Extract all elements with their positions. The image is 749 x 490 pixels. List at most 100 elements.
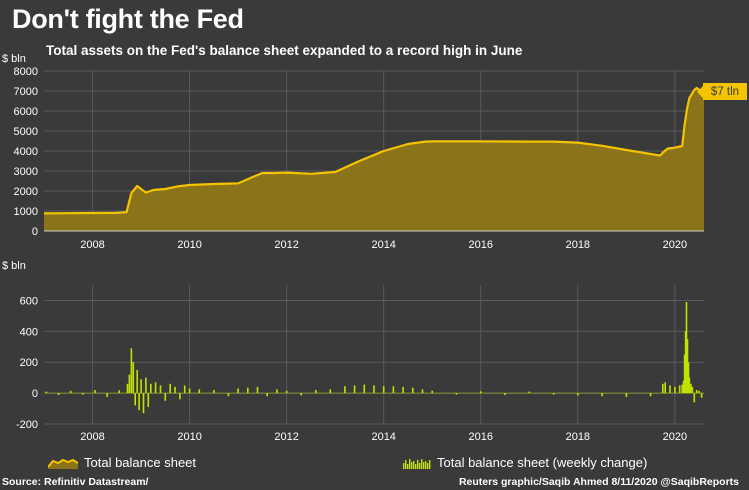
weekly-change-bar	[601, 393, 603, 397]
weekly-change-bar	[247, 387, 249, 394]
weekly-change-bar	[227, 393, 230, 397]
top-x-tick-label: 2016	[469, 239, 493, 251]
weekly-change-bar	[662, 383, 664, 394]
weekly-change-bar	[455, 393, 458, 395]
weekly-change-bar	[237, 388, 239, 394]
weekly-change-bar	[363, 384, 366, 394]
weekly-change-bar	[94, 390, 96, 394]
weekly-change-bar	[126, 383, 129, 394]
weekly-change-bar	[552, 393, 555, 395]
weekly-change-bar	[344, 386, 346, 394]
balance-sheet-area	[44, 88, 704, 231]
legend-label-weekly-change: Total balance sheet (weekly change)	[437, 455, 648, 470]
weekly-change-bar	[183, 385, 186, 394]
weekly-change-bar	[690, 383, 692, 394]
balance-sheet-line	[43, 86, 705, 215]
weekly-change-bar	[174, 386, 176, 394]
weekly-change-bar	[669, 385, 671, 394]
weekly-change-bar	[480, 391, 482, 394]
top-y-tick-label: 6000	[14, 106, 38, 118]
weekly-change-bar	[431, 390, 433, 394]
top-x-tick-label: 2010	[177, 239, 201, 251]
weekly-change-bar	[150, 383, 152, 394]
top-y-axis-unit: $ bln	[2, 53, 26, 65]
chart-title: Don't fight the Fed	[12, 4, 244, 34]
legend-line-swatch-icon	[48, 458, 78, 469]
weekly-change-bar	[147, 393, 150, 407]
top-x-tick-label: 2012	[274, 239, 298, 251]
weekly-change-bar	[678, 385, 681, 394]
legend-balance-sheet: Total balance sheet	[48, 455, 196, 470]
top-y-tick-label: 2000	[14, 186, 38, 198]
weekly-change-bar	[130, 348, 133, 394]
weekly-change-bar	[353, 385, 356, 394]
bottom-y-tick-label: 0	[32, 388, 38, 400]
weekly-change-bar	[188, 388, 191, 394]
weekly-change-bar	[625, 393, 628, 397]
weekly-change-bar	[688, 377, 691, 394]
weekly-change-bar	[145, 377, 147, 394]
weekly-change-bar	[421, 389, 424, 394]
weekly-change-bar	[57, 393, 60, 395]
weekly-change-bar	[213, 390, 215, 394]
top-y-tick-label: 0	[32, 226, 38, 238]
legend-label-balance-sheet: Total balance sheet	[84, 455, 197, 470]
weekly-change-bar	[106, 393, 108, 397]
weekly-change-bar	[266, 393, 268, 397]
weekly-change-bar	[138, 393, 140, 411]
weekly-change-bar	[682, 380, 685, 394]
bottom-x-tick-label: 2010	[177, 431, 201, 443]
weekly-change-bar	[691, 386, 694, 394]
bottom-x-tick-label: 2016	[469, 431, 493, 443]
weekly-change-bar	[649, 393, 652, 397]
weekly-change-bar	[683, 354, 686, 394]
weekly-change-bar	[412, 387, 414, 394]
weekly-change-bar	[154, 382, 157, 394]
weekly-change-bar	[169, 383, 171, 394]
weekly-change-bar	[276, 389, 278, 394]
bottom-y-tick-label: 600	[20, 295, 38, 307]
weekly-change-bar	[179, 393, 181, 400]
top-x-tick-label: 2008	[80, 239, 104, 251]
value-callout: $7 tln	[697, 83, 747, 100]
weekly-change-bar	[82, 393, 84, 395]
weekly-change-bar	[693, 393, 696, 403]
legend-bar-swatch-icon	[403, 458, 431, 469]
weekly-change-bar	[700, 393, 703, 398]
credit-note: Reuters graphic/Saqib Ahmed 8/11/2020 @S…	[458, 476, 739, 488]
legend-weekly-change: Total balance sheet (weekly change)	[403, 455, 647, 470]
bottom-x-tick-label: 2020	[663, 431, 687, 443]
weekly-change-bar	[695, 390, 698, 394]
weekly-change-bar	[664, 382, 666, 394]
weekly-change-bar	[285, 390, 288, 394]
bottom-x-tick-label: 2014	[371, 431, 395, 443]
weekly-change-bar	[128, 374, 131, 394]
weekly-change-bar	[142, 393, 145, 414]
weekly-change-bar	[134, 393, 136, 406]
weekly-change-bar	[140, 379, 142, 394]
bottom-y-tick-label: -200	[16, 419, 38, 431]
weekly-change-bar	[402, 386, 404, 394]
bottom-y-tick-label: 400	[20, 326, 38, 338]
top-x-tick-label: 2014	[371, 239, 395, 251]
weekly-change-bar	[300, 393, 302, 396]
top-y-tick-label: 8000	[14, 66, 38, 78]
weekly-change-bar	[373, 385, 375, 394]
weekly-change-bar	[136, 369, 138, 394]
weekly-change-bar	[118, 390, 120, 394]
top-y-tick-label: 3000	[14, 166, 38, 178]
weekly-change-bar	[698, 390, 700, 394]
top-y-tick-label: 7000	[14, 86, 38, 98]
weekly-change-bar	[69, 390, 72, 394]
weekly-change-bar	[392, 386, 395, 394]
bottom-x-tick-label: 2012	[274, 431, 298, 443]
weekly-change-bar	[504, 393, 506, 395]
weekly-change-bar	[132, 362, 135, 394]
weekly-change-bar	[315, 390, 317, 394]
weekly-change-bar	[685, 302, 688, 394]
top-y-tick-label: 5000	[14, 126, 38, 138]
top-x-tick-label: 2018	[566, 239, 590, 251]
weekly-change-bar	[198, 389, 201, 394]
weekly-change-bar	[687, 362, 690, 394]
weekly-change-bar	[684, 331, 687, 394]
